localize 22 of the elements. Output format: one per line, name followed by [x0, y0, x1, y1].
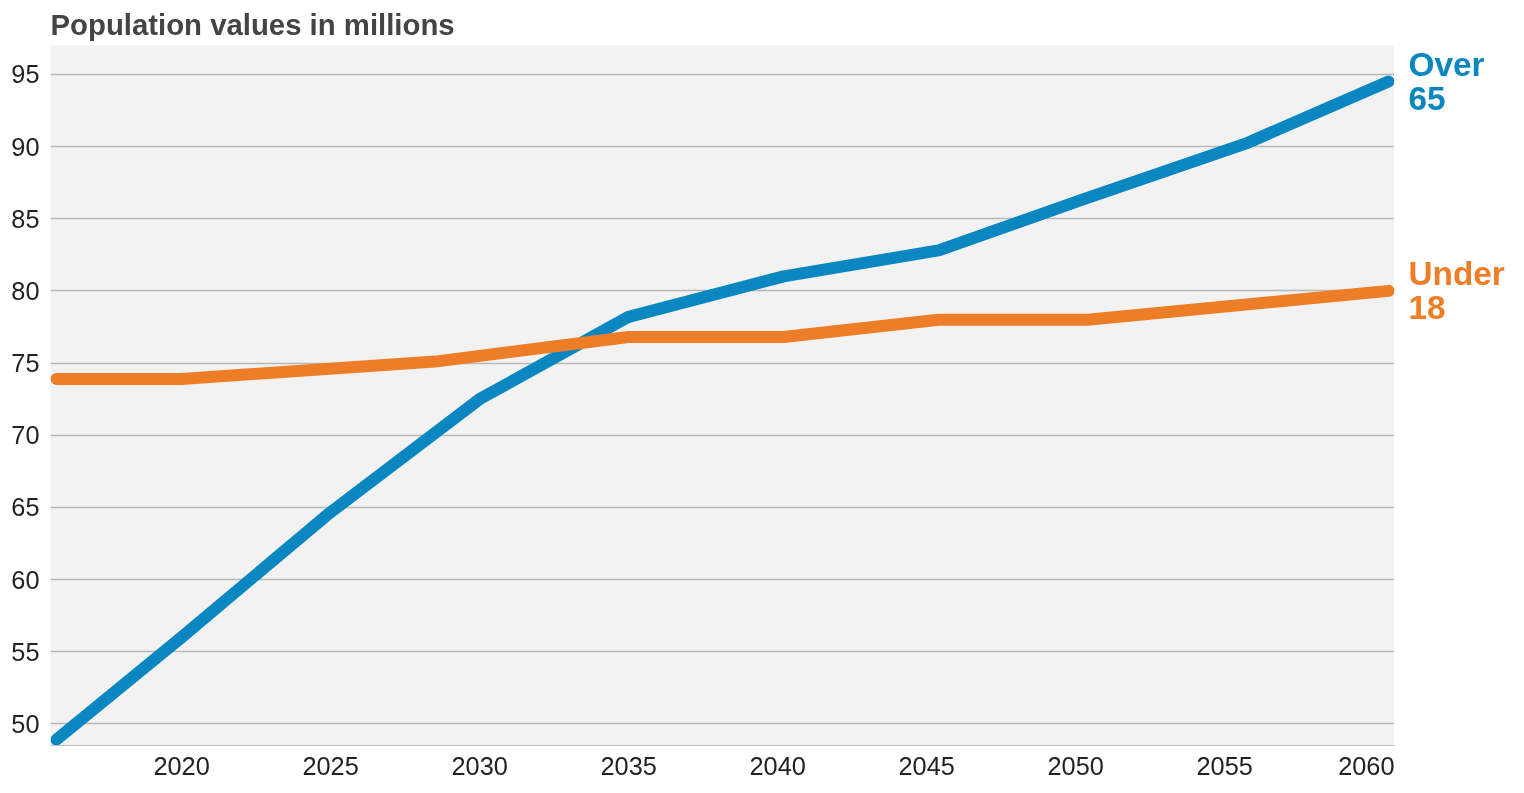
y-tick-label: 50 — [11, 709, 40, 738]
x-tick-label: 2040 — [749, 751, 806, 780]
y-tick-label: 70 — [11, 421, 40, 450]
y-tick-label: 55 — [11, 637, 40, 666]
x-tick-label: 2035 — [600, 751, 657, 780]
y-tick-label: 90 — [11, 132, 40, 161]
x-tick-label: 2045 — [898, 751, 955, 780]
y-tick-label: 75 — [11, 349, 40, 378]
series-label: Under 18 — [1408, 255, 1505, 327]
x-tick-label: 2055 — [1196, 751, 1253, 780]
x-tick-label: 2020 — [153, 751, 210, 780]
series-label: Over 65 — [1408, 46, 1485, 118]
x-tick-label: 2050 — [1047, 751, 1104, 780]
x-tick-label: 2030 — [451, 751, 508, 780]
x-tick-label: 2060 — [1338, 751, 1395, 780]
x-tick-label: 2025 — [302, 751, 359, 780]
y-tick-label: 95 — [11, 60, 40, 89]
y-tick-label: 80 — [11, 276, 40, 305]
y-tick-label: 85 — [11, 204, 40, 233]
chart-title: Population values in millions — [50, 7, 455, 41]
y-tick-label: 60 — [11, 565, 40, 594]
y-tick-label: 65 — [11, 493, 40, 522]
